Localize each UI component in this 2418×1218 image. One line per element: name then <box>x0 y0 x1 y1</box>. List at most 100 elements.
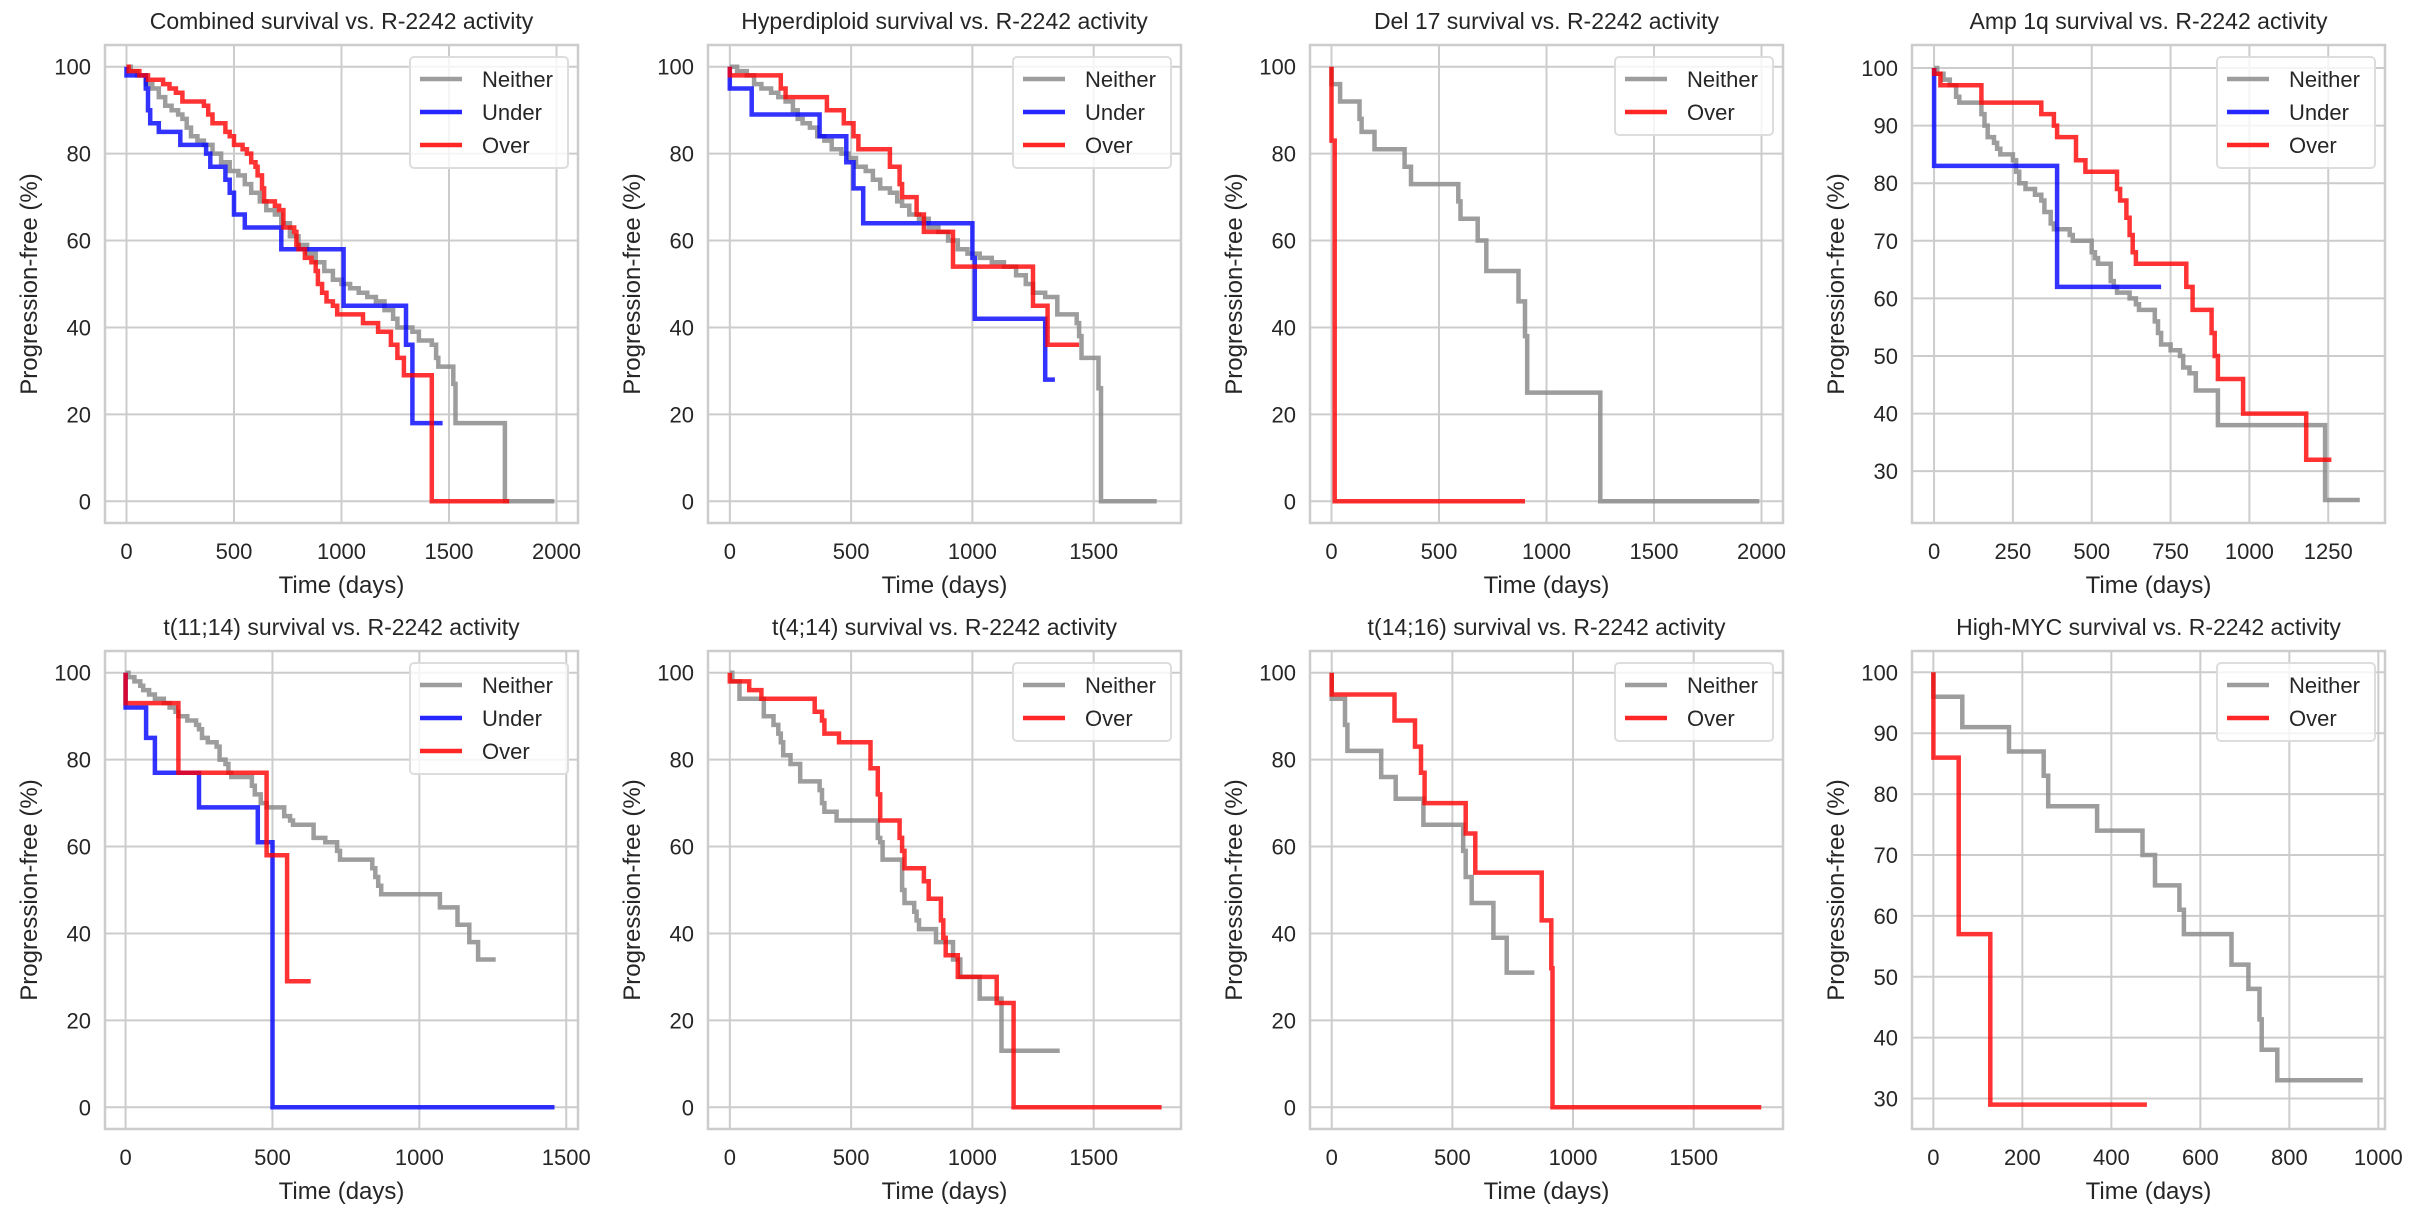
x-tick-label: 1500 <box>425 539 474 564</box>
legend-label: Over <box>1687 706 1735 731</box>
axes-frame <box>103 649 580 1131</box>
chart-title: t(4;14) survival vs. R-2242 activity <box>772 614 1118 640</box>
chart-title: Amp 1q survival vs. R-2242 activity <box>1970 8 2328 34</box>
y-axis-label: Progression-free (%) <box>16 173 43 394</box>
y-tick-label: 0 <box>682 1095 694 1120</box>
subplot-8: 0 200 400 600 800 1000 30 40 50 60 70 80 90 100 High-M… <box>1823 614 2403 1205</box>
legend-box <box>1012 662 1172 742</box>
series-group <box>727 64 1157 504</box>
x-tick-label: 1500 <box>1069 539 1118 564</box>
x-tick-label: 800 <box>2271 1145 2308 1170</box>
axes-frame <box>706 649 1183 1131</box>
legend-label: Neither <box>1687 67 1758 92</box>
x-tick-label: 750 <box>2152 539 2189 564</box>
series-line-over <box>1931 68 2332 462</box>
series-line-neither <box>729 64 1157 504</box>
subplot-6: 0 500 1000 1500 0 20 40 60 80 100 t(4;14) survival… <box>619 614 1183 1205</box>
y-tick-label: 60 <box>1874 286 1898 311</box>
legend-label: Under <box>1085 100 1145 125</box>
legend: Neither Over <box>1614 56 1774 136</box>
x-axis-label: Time (days) <box>1484 572 1610 599</box>
legend-label: Neither <box>2289 673 2360 698</box>
legend-box <box>409 56 569 169</box>
y-axis-label: Progression-free (%) <box>1823 173 1850 394</box>
chart-title: High-MYC survival vs. R-2242 activity <box>1956 614 2341 640</box>
y-tick-label: 60 <box>67 229 91 254</box>
axes-frame <box>103 43 580 525</box>
y-tick-label: 40 <box>67 921 91 946</box>
axes-frame <box>1910 649 2387 1131</box>
x-tick-label: 500 <box>833 539 870 564</box>
subplot-2: 0 500 1000 1500 0 20 40 60 80 100 Hyperdiploid sur… <box>619 8 1183 599</box>
legend-label: Over <box>1085 706 1133 731</box>
legend-box <box>409 662 569 775</box>
legend: Neither Under Over <box>409 662 569 775</box>
y-tick-label: 20 <box>67 402 91 427</box>
x-tick-label: 0 <box>1927 1145 1939 1170</box>
x-tick-label: 1000 <box>2225 539 2274 564</box>
legend-label: Neither <box>2289 67 2360 92</box>
y-axis-label: Progression-free (%) <box>1221 173 1248 394</box>
series-group <box>1329 672 1762 1110</box>
series-line-neither <box>126 64 555 504</box>
y-tick-label: 100 <box>1861 660 1898 685</box>
y-tick-label: 0 <box>682 489 694 514</box>
y-tick-label: 40 <box>1272 921 1296 946</box>
x-tick-label: 500 <box>1434 1145 1471 1170</box>
series-line-under <box>1931 68 2162 290</box>
x-tick-label: 400 <box>2093 1145 2130 1170</box>
legend-label: Over <box>2289 706 2337 731</box>
legend-label: Neither <box>482 67 553 92</box>
legend-box <box>1614 662 1774 742</box>
series-line-neither <box>1329 66 1760 504</box>
y-tick-label: 100 <box>54 661 91 686</box>
x-axis-label: Time (days) <box>1484 1178 1610 1205</box>
y-tick-label: 40 <box>1874 1026 1898 1051</box>
legend: Neither Under Over <box>1012 56 1172 169</box>
y-tick-label: 60 <box>1272 229 1296 254</box>
x-tick-label: 500 <box>2073 539 2110 564</box>
y-tick-label: 90 <box>1874 114 1898 139</box>
chart-title: t(11;14) survival vs. R-2242 activity <box>163 614 520 640</box>
x-tick-label: 200 <box>2004 1145 2041 1170</box>
legend-label: Under <box>2289 100 2349 125</box>
y-tick-label: 60 <box>1874 904 1898 929</box>
series-line-over <box>1931 672 2147 1107</box>
y-axis-label: Progression-free (%) <box>1221 779 1248 1000</box>
x-tick-label: 600 <box>2182 1145 2219 1170</box>
x-tick-label: 1000 <box>1549 1145 1598 1170</box>
series-line-over <box>1329 66 1525 504</box>
x-tick-label: 2000 <box>532 539 581 564</box>
y-axis-label: Progression-free (%) <box>1823 779 1850 1000</box>
y-tick-label: 100 <box>1259 55 1296 80</box>
legend: Neither Under Over <box>409 56 569 169</box>
series-group <box>123 670 555 1110</box>
x-tick-label: 1000 <box>2354 1145 2403 1170</box>
subplot-5: 0 500 1000 1500 0 20 40 60 80 100 t(11;14) surviva… <box>16 614 591 1205</box>
x-tick-label: 1000 <box>395 1145 444 1170</box>
chart-title: Combined survival vs. R-2242 activity <box>150 8 534 34</box>
x-tick-label: 1500 <box>1630 539 1679 564</box>
x-axis-label: Time (days) <box>882 1178 1008 1205</box>
y-tick-label: 20 <box>1272 1008 1296 1033</box>
y-tick-label: 40 <box>1874 402 1898 427</box>
legend: Neither Under Over <box>2216 56 2376 169</box>
series-line-neither <box>1934 65 2360 503</box>
subplot-7: 0 500 1000 1500 0 20 40 60 80 100 t(14;16) surviva… <box>1221 614 1785 1205</box>
y-tick-label: 40 <box>670 315 694 340</box>
series-line-neither <box>729 670 1060 1054</box>
legend: Neither Over <box>1614 662 1774 742</box>
legend-label: Over <box>482 739 530 764</box>
series-line-over <box>727 66 1080 348</box>
x-tick-label: 0 <box>724 539 736 564</box>
legend: Neither Over <box>1012 662 1172 742</box>
x-tick-label: 1000 <box>948 1145 997 1170</box>
series-group <box>727 670 1162 1110</box>
series-line-over <box>123 672 311 984</box>
axes-frame <box>1308 649 1785 1131</box>
x-tick-label: 1500 <box>1669 1145 1718 1170</box>
x-tick-label: 0 <box>1325 539 1337 564</box>
chart-title: Hyperdiploid survival vs. R-2242 activit… <box>741 8 1148 34</box>
y-tick-label: 80 <box>670 142 694 167</box>
x-tick-label: 2000 <box>1737 539 1786 564</box>
